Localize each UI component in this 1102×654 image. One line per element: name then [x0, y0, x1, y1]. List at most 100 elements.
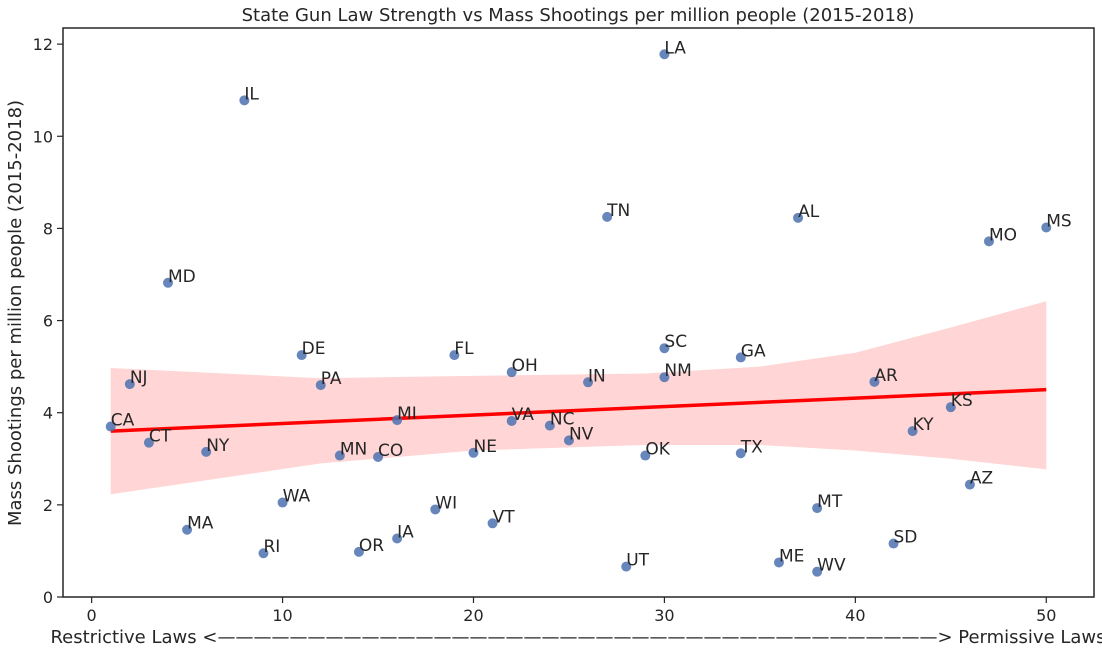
data-point-ms: [1041, 222, 1052, 233]
data-point-fl: [449, 350, 460, 361]
data-point-ar: [869, 376, 880, 387]
data-point-mt: [812, 503, 823, 514]
point-label-nv: NV: [569, 424, 594, 444]
data-point-ky: [907, 426, 918, 437]
data-point-mo: [983, 236, 994, 247]
data-point-ma: [182, 524, 193, 535]
data-point-ne: [468, 447, 479, 458]
y-tick-label: 12: [33, 35, 53, 54]
data-point-mn: [334, 450, 345, 461]
data-point-ri: [258, 548, 269, 559]
data-point-la: [659, 49, 670, 60]
data-point-md: [163, 277, 174, 288]
data-point-ks: [945, 402, 956, 413]
point-label-mo: MO: [989, 225, 1017, 245]
point-label-nm: NM: [664, 361, 691, 381]
point-label-md: MD: [168, 267, 196, 287]
data-point-va: [506, 416, 517, 427]
chart-title: State Gun Law Strength vs Mass Shootings…: [242, 5, 915, 26]
point-label-ut: UT: [626, 551, 649, 571]
data-point-mi: [392, 415, 403, 426]
data-point-ga: [735, 352, 746, 363]
regression-line: [110, 387, 1047, 433]
data-point-al: [793, 212, 804, 223]
data-point-or: [353, 546, 364, 557]
point-label-ny: NY: [206, 436, 230, 456]
plot-frame: [62, 27, 1095, 598]
point-label-nc: NC: [550, 410, 575, 430]
data-point-ok: [640, 450, 651, 461]
point-label-ia: IA: [397, 522, 414, 542]
data-point-wv: [812, 566, 823, 577]
y-tick-label: 2: [43, 496, 53, 515]
point-label-sd: SD: [894, 528, 918, 548]
y-tick-label: 6: [43, 312, 53, 331]
point-label-tx: TX: [740, 437, 763, 457]
y-tick-label: 10: [33, 127, 53, 146]
data-point-wi: [430, 504, 441, 515]
point-label-ga: GA: [741, 341, 766, 361]
data-point-il: [239, 95, 250, 106]
point-label-wv: WV: [817, 556, 846, 576]
data-point-me: [773, 557, 784, 568]
y-tick-label: 8: [43, 219, 53, 238]
x-tick-label: 50: [1036, 606, 1056, 625]
data-point-ca: [105, 421, 116, 432]
data-point-ia: [392, 533, 403, 544]
data-point-oh: [506, 367, 517, 378]
x-tick-label: 0: [87, 606, 97, 625]
x-tick-label: 40: [845, 606, 865, 625]
point-label-la: LA: [664, 38, 686, 58]
data-point-vt: [487, 518, 498, 529]
point-label-de: DE: [302, 339, 326, 359]
point-label-va: VA: [512, 405, 535, 425]
point-label-oh: OH: [512, 356, 538, 376]
data-point-sc: [659, 343, 670, 354]
point-label-wi: WI: [435, 493, 457, 513]
data-point-tn: [602, 211, 613, 222]
point-label-az: AZ: [970, 469, 993, 489]
data-point-ny: [201, 446, 212, 457]
data-point-nj: [124, 379, 135, 390]
point-label-tn: TN: [606, 201, 630, 221]
data-point-ut: [621, 561, 632, 572]
point-label-il: IL: [244, 84, 259, 104]
y-tick-label: 0: [43, 588, 53, 607]
point-label-me: ME: [779, 546, 804, 566]
x-axis-label: Restrictive Laws <——————————————————————…: [50, 627, 1102, 648]
point-label-nj: NJ: [130, 368, 148, 388]
point-label-or: OR: [359, 536, 384, 556]
data-point-co: [373, 451, 384, 462]
data-point-tx: [735, 448, 746, 459]
x-tick-label: 10: [272, 606, 292, 625]
x-tick-label: 20: [463, 606, 483, 625]
point-label-al: AL: [798, 202, 820, 222]
data-point-nm: [659, 372, 670, 383]
point-label-vt: VT: [493, 507, 516, 527]
point-label-wa: WA: [283, 487, 311, 507]
point-label-ct: CT: [149, 427, 172, 447]
data-point-az: [964, 479, 975, 490]
point-label-ri: RI: [263, 537, 280, 557]
confidence-band: [110, 301, 1047, 495]
data-point-ct: [143, 437, 154, 448]
point-label-mn: MN: [340, 440, 367, 460]
data-point-sd: [888, 538, 899, 549]
point-label-co: CO: [378, 441, 403, 461]
point-label-fl: FL: [454, 339, 474, 359]
point-label-ks: KS: [951, 391, 973, 411]
data-point-de: [296, 350, 307, 361]
point-label-ar: AR: [874, 366, 898, 386]
point-label-sc: SC: [664, 332, 687, 352]
data-point-wa: [277, 497, 288, 508]
point-label-ms: MS: [1046, 211, 1071, 231]
data-point-nv: [563, 435, 574, 446]
point-label-ne: NE: [473, 437, 496, 457]
data-point-in: [583, 377, 594, 388]
point-label-in: IN: [588, 366, 606, 386]
point-label-mi: MI: [397, 404, 417, 424]
data-point-pa: [315, 380, 326, 391]
point-label-ky: KY: [913, 415, 935, 435]
